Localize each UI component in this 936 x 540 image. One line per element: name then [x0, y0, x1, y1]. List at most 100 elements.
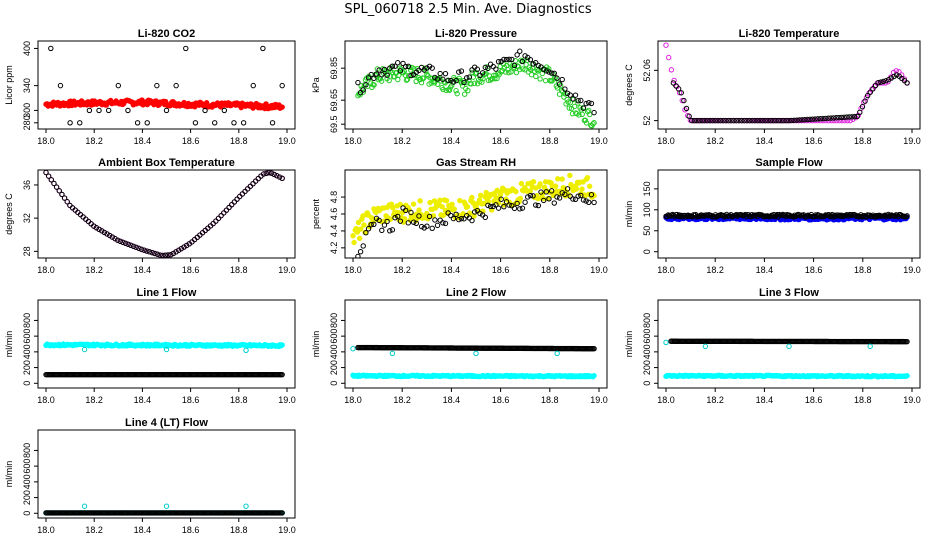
data-point: [418, 223, 425, 230]
data-point: [880, 78, 887, 85]
data-point: [461, 216, 467, 222]
data-point: [77, 120, 83, 126]
y-tick-label: 280: [22, 115, 32, 130]
x-tick-label: 18.4: [756, 265, 774, 275]
data-point: [454, 90, 460, 97]
data-point: [440, 220, 446, 226]
chart-panel-7: Line 1 Flow ml/min 18.0 18.2 18.4 18.6 18.8 19.…: [4, 287, 296, 405]
data-point: [381, 222, 388, 228]
data-point: [720, 117, 726, 124]
data-point: [408, 209, 414, 216]
data-point: [528, 71, 535, 78]
data-point: [231, 120, 237, 126]
data-point: [562, 191, 568, 198]
data-point: [213, 218, 219, 224]
data-point: [904, 338, 910, 345]
panel-title: Ambient Box Temperature: [98, 157, 235, 169]
data-point: [101, 229, 108, 236]
data-point: [686, 113, 692, 119]
plot-frame: [37, 169, 296, 259]
data-point: [762, 117, 768, 124]
plot-frame: [344, 40, 608, 130]
data-point: [114, 237, 121, 243]
x-tick-label: 19.0: [590, 136, 608, 146]
y-axis-label: ml/min: [624, 201, 634, 228]
x-tick-label: 18.6: [492, 136, 510, 146]
x-tick-label: 18.8: [541, 265, 559, 275]
data-point: [443, 197, 450, 204]
data-point: [535, 68, 541, 74]
data-point: [96, 107, 102, 114]
data-point: [226, 204, 232, 211]
data-point: [694, 214, 700, 220]
x-tick-label: 18.4: [756, 395, 774, 405]
data-point: [514, 200, 520, 207]
data-point: [733, 117, 740, 124]
data-point: [351, 239, 357, 246]
x-tick-label: 18.2: [85, 525, 103, 535]
data-point: [136, 245, 142, 252]
data-point: [477, 192, 484, 198]
data-point: [471, 80, 478, 87]
y-tick-label: 100: [642, 202, 652, 217]
data-point: [231, 199, 238, 205]
data-point: [473, 350, 479, 357]
data-point: [501, 203, 507, 210]
data-point: [173, 82, 179, 89]
data-point: [551, 200, 557, 206]
data-point: [483, 189, 489, 196]
data-point: [146, 249, 153, 255]
data-point: [389, 350, 396, 357]
data-point: [702, 343, 709, 350]
x-tick-label: 18.8: [230, 395, 248, 405]
data-point: [276, 174, 283, 180]
data-point: [458, 215, 465, 222]
plot-marks: [350, 344, 597, 380]
data-point: [434, 76, 441, 82]
data-point: [864, 92, 871, 99]
y-tick-label: 800: [329, 313, 339, 328]
data-point: [689, 117, 695, 124]
series-3: [81, 503, 249, 509]
data-point: [524, 57, 530, 64]
data-point: [825, 115, 832, 121]
data-point: [141, 247, 147, 253]
data-point: [510, 65, 516, 72]
x-tick-label: 18.6: [805, 136, 823, 146]
data-point: [754, 117, 761, 124]
data-point: [355, 79, 361, 86]
data-point: [81, 503, 88, 509]
data-point: [867, 89, 874, 95]
data-point: [587, 111, 593, 118]
plot-marks: [43, 45, 285, 126]
data-point: [354, 229, 361, 235]
panel-title: Line 2 Flow: [446, 287, 506, 299]
data-point: [448, 77, 454, 84]
data-point: [501, 56, 507, 63]
x-tick-label: 18.0: [37, 395, 55, 405]
data-point: [389, 63, 396, 69]
data-point: [663, 42, 669, 48]
data-point: [376, 67, 382, 73]
data-point: [212, 120, 218, 126]
data-point: [437, 70, 443, 77]
data-point: [416, 207, 422, 213]
data-point: [358, 83, 364, 89]
x-tick-label: 18.6: [182, 136, 200, 146]
data-point: [482, 64, 488, 71]
data-point: [173, 249, 179, 255]
data-point: [591, 372, 597, 379]
series-2: [48, 45, 285, 126]
data-point: [477, 210, 483, 217]
data-point: [888, 75, 895, 81]
data-point: [516, 66, 523, 73]
data-point: [384, 72, 390, 78]
data-point: [546, 69, 552, 75]
data-point: [469, 217, 475, 224]
data-point: [904, 213, 910, 219]
x-tick-label: 19.0: [590, 395, 608, 405]
data-point: [517, 48, 523, 54]
series-3: [350, 346, 560, 357]
data-point: [468, 81, 474, 87]
data-point: [548, 70, 555, 76]
